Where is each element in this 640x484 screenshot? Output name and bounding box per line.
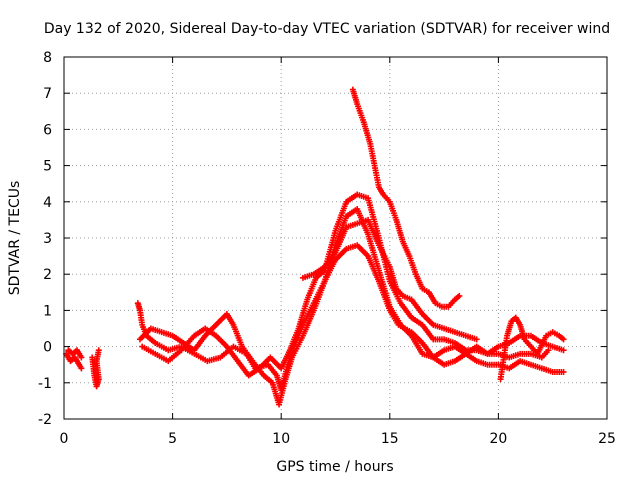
y-tick-label: 0 — [43, 340, 52, 356]
y-tick-label: 6 — [43, 122, 52, 138]
axis-ticks: 0 5 10 15 20 25 -2 -1 0 1 2 3 4 5 6 7 8 — [38, 50, 616, 447]
data-point — [560, 347, 567, 354]
data-point — [473, 336, 480, 343]
x-tick-label: 25 — [598, 431, 616, 447]
y-tick-label: 4 — [43, 195, 52, 211]
x-tick-label: 20 — [489, 431, 507, 447]
data-points — [63, 86, 567, 408]
y-tick-label: 5 — [43, 159, 52, 175]
y-tick-label: -2 — [38, 412, 52, 428]
y-tick-label: -1 — [38, 376, 52, 392]
series-track-e — [137, 206, 567, 408]
series-track-h — [299, 216, 480, 343]
y-tick-label: 7 — [43, 86, 52, 102]
data-point — [78, 365, 85, 372]
grid — [64, 57, 607, 419]
y-tick-label: 2 — [43, 267, 52, 283]
x-axis-label: GPS time / hours — [276, 459, 393, 475]
y-tick-label: 1 — [43, 303, 52, 319]
data-point — [456, 292, 463, 299]
data-point — [95, 347, 102, 354]
y-tick-label: 8 — [43, 50, 52, 66]
series-track-b — [65, 347, 85, 361]
series-track-c — [89, 347, 102, 390]
x-tick-label: 10 — [272, 431, 290, 447]
y-tick-label: 3 — [43, 231, 52, 247]
data-point — [560, 368, 567, 375]
data-point — [78, 354, 85, 361]
data-point — [545, 347, 552, 354]
series-track-a — [63, 350, 85, 372]
data-point — [560, 336, 567, 343]
chart-title: Day 132 of 2020, Sidereal Day-to-day VTE… — [44, 21, 610, 37]
x-tick-label: 5 — [168, 431, 177, 447]
series-track-g — [349, 86, 463, 310]
x-tick-label: 15 — [381, 431, 399, 447]
series-track-i — [497, 314, 567, 383]
y-axis-label: SDTVAR / TECUs — [7, 181, 23, 296]
x-tick-label: 0 — [60, 431, 69, 447]
